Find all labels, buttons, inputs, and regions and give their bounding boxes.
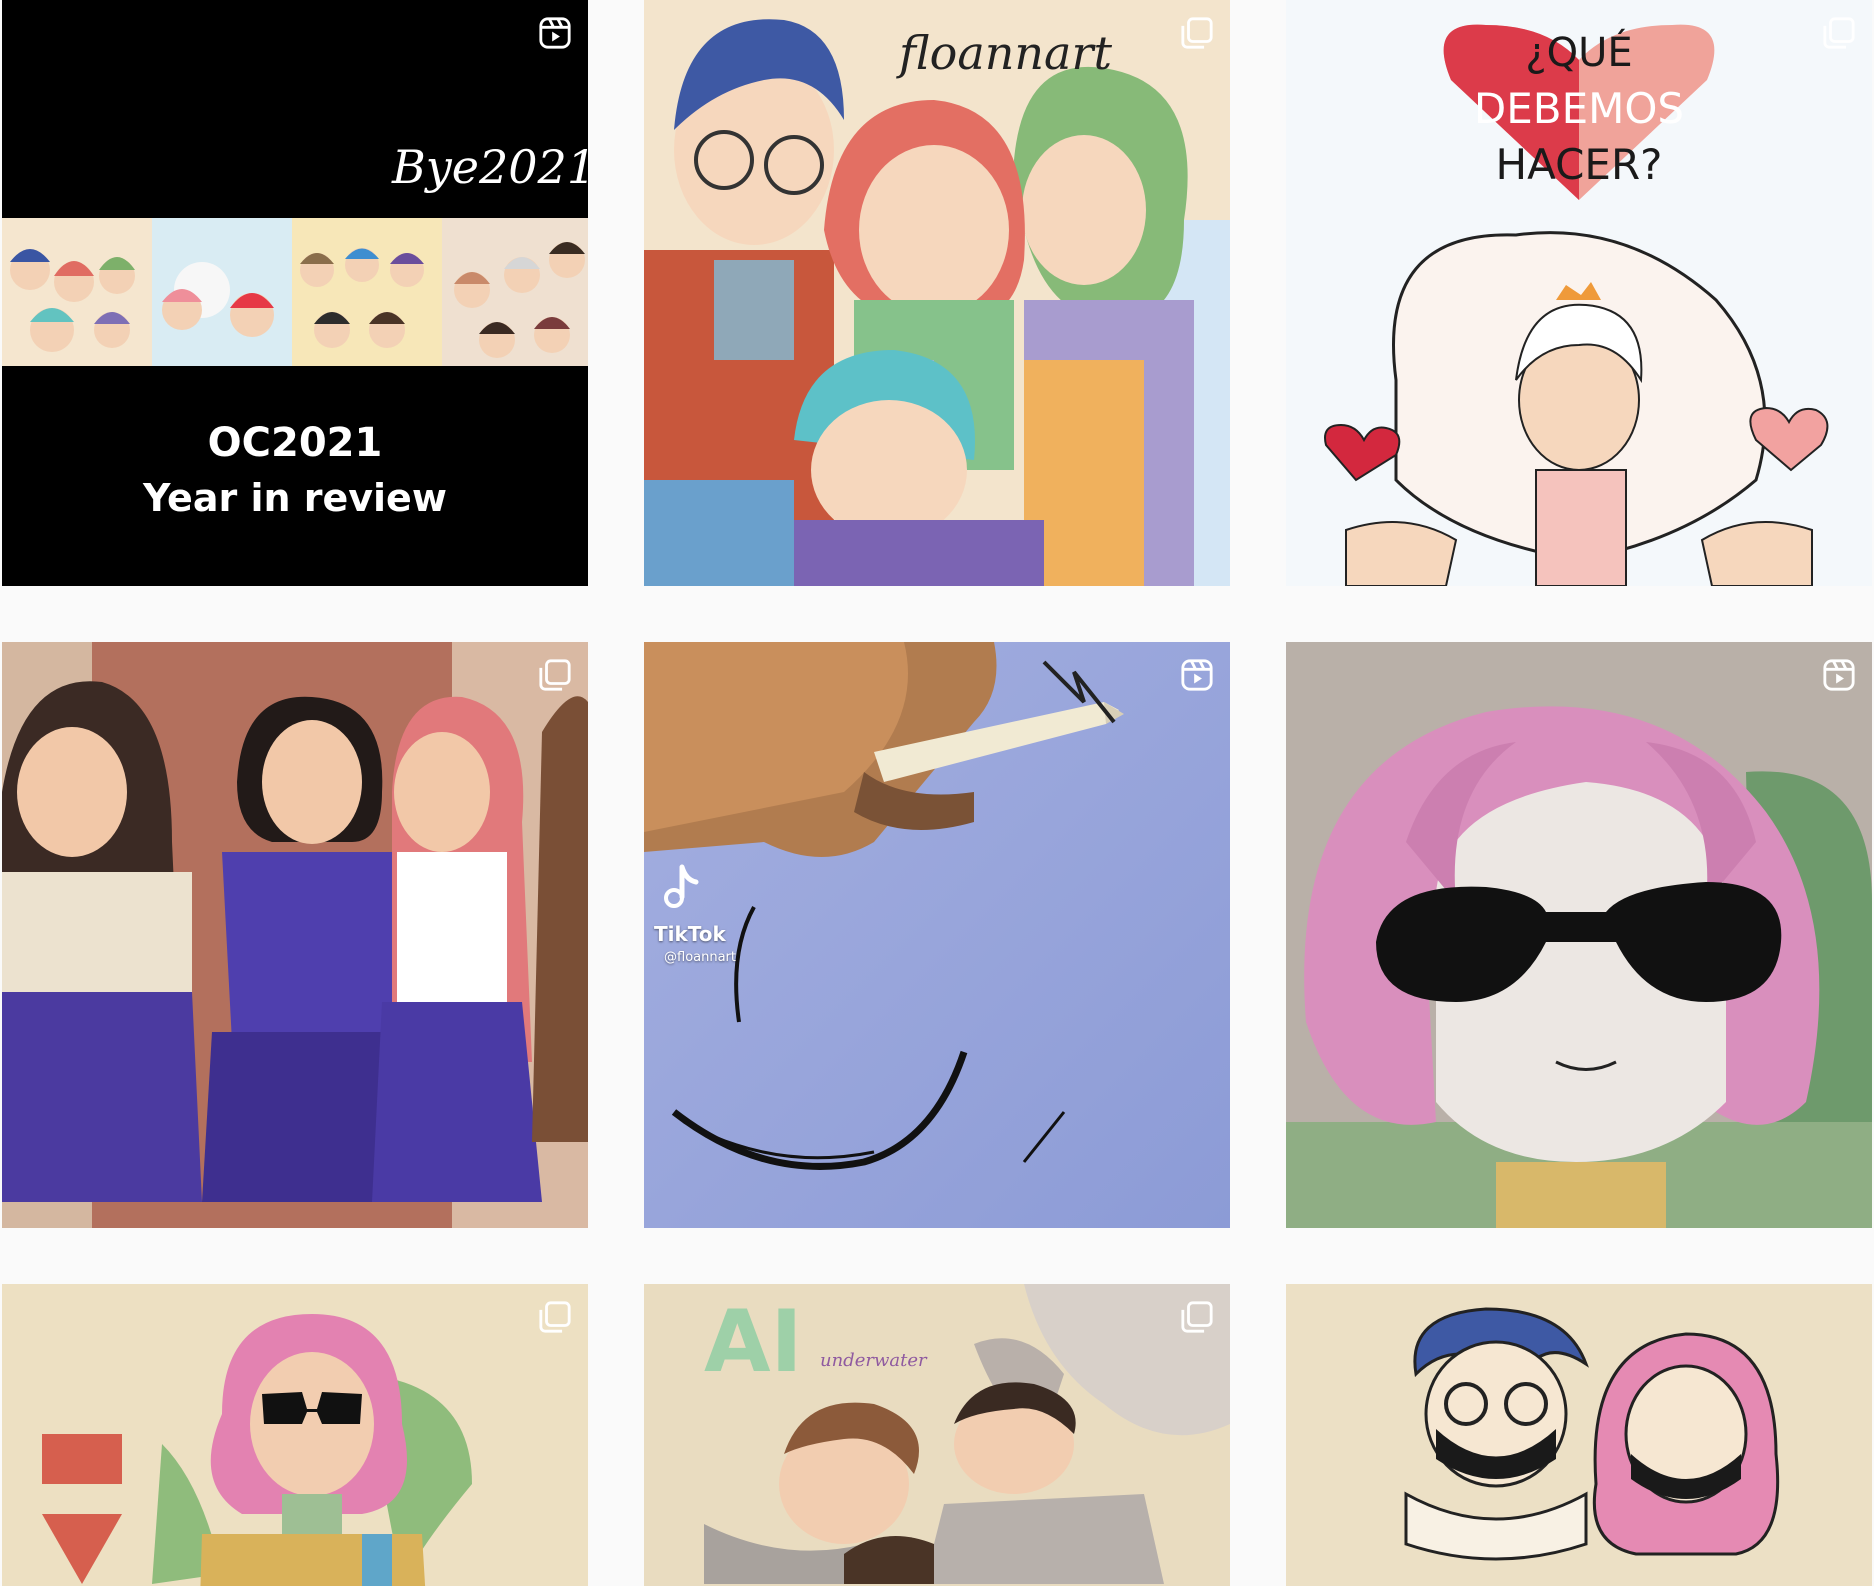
signature-floannart: floannart — [899, 26, 1112, 80]
post-thumbnail-image — [2, 0, 588, 586]
post-tile-group-illustration[interactable]: floannart — [644, 0, 1230, 586]
post-tile-tiktok-drawing[interactable]: TikTok @floannart — [644, 642, 1230, 1228]
tiktok-brand-label: TikTok — [654, 922, 726, 946]
post-tile-three-girls[interactable] — [2, 642, 588, 1228]
post-tile-que-debemos-hacer[interactable]: ¿QUÉ DEBEMOS HACER? — [1286, 0, 1872, 586]
heart-text-line-2: DEBEMOS — [1473, 84, 1685, 133]
script-title-bye2021: Bye2021 — [392, 140, 588, 194]
post-thumbnail-image — [1286, 1284, 1872, 1586]
subline-year-in-review: Year in review — [143, 476, 447, 520]
post-tile-pink-sunglasses[interactable] — [1286, 642, 1872, 1228]
caption-underwater: underwater — [820, 1350, 927, 1371]
reel-icon — [538, 16, 572, 50]
tiktok-handle-label: @floannart — [664, 950, 736, 965]
carousel-icon — [538, 1300, 572, 1334]
headline-oc2021: OC2021 — [207, 420, 383, 466]
carousel-icon — [1180, 1300, 1214, 1334]
reel-icon — [1822, 658, 1856, 692]
heart-text-line-3: HACER? — [1495, 140, 1663, 189]
carousel-icon — [1180, 16, 1214, 50]
post-thumbnail-image — [2, 1284, 588, 1586]
post-thumbnail-image — [1286, 642, 1872, 1228]
post-thumbnail-image — [644, 0, 1230, 586]
post-tile-ai-underwater[interactable]: AI underwater — [644, 1284, 1230, 1586]
post-tile-couple-masks[interactable] — [1286, 1284, 1872, 1586]
post-thumbnail-image — [644, 642, 1230, 1228]
post-thumbnail-image — [1286, 0, 1872, 586]
post-thumbnail-image — [644, 1284, 1230, 1586]
reel-icon — [1180, 658, 1214, 692]
carousel-icon — [538, 658, 572, 692]
post-tile-sunglasses-monstera[interactable] — [2, 1284, 588, 1586]
big-letters-ai: AI — [704, 1292, 803, 1392]
post-thumbnail-image — [2, 642, 588, 1228]
heart-text-line-1: ¿QUÉ — [1525, 30, 1633, 76]
post-tile-oc2021-review[interactable]: Bye2021 OC2021 Year in review — [2, 0, 588, 586]
carousel-icon — [1822, 16, 1856, 50]
